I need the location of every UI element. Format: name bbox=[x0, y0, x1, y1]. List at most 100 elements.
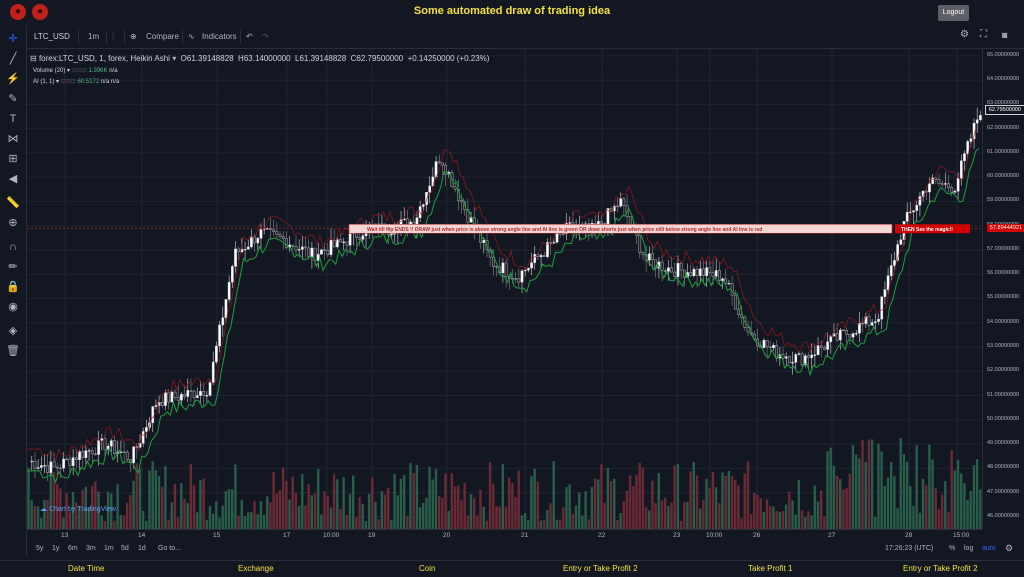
candle-body bbox=[880, 296, 884, 320]
indicators-button[interactable]: Indicators bbox=[202, 32, 237, 41]
lock-icon[interactable]: 🔒 bbox=[6, 281, 20, 293]
price-chart[interactable]: Wait till flip ENDS !! DRAW just when pr… bbox=[27, 49, 982, 529]
time-axis[interactable]: 13 14 15 17 10:00 19 20 21 22 23 10:00 26 27 28 15:00 bbox=[27, 529, 982, 542]
chart-settings-gear-icon[interactable]: ⚙ bbox=[1005, 543, 1014, 553]
brush-icon[interactable]: ✎ bbox=[8, 93, 18, 105]
clock[interactable]: 17:26:23 (UTC) bbox=[885, 545, 934, 552]
text-tool-icon[interactable]: T bbox=[9, 113, 17, 125]
trash-icon[interactable]: 🗑 bbox=[6, 345, 20, 357]
volume-bar bbox=[240, 499, 243, 529]
logout-button[interactable]: Logout bbox=[938, 5, 969, 21]
chart-pane[interactable]: Wait till flip ENDS !! DRAW just when pr… bbox=[27, 49, 982, 529]
study-controls-icon[interactable]: ⊡⊡⊡ bbox=[60, 79, 76, 85]
volume-bar bbox=[737, 485, 740, 529]
symbol-search[interactable]: LTC_USD bbox=[34, 32, 70, 41]
time-tick-label: 22 bbox=[598, 532, 606, 539]
layers-icon[interactable]: ◈ bbox=[8, 325, 18, 337]
zoom-in-icon[interactable]: ⊕ bbox=[8, 217, 18, 229]
volume-bar bbox=[724, 475, 727, 529]
volume-bar bbox=[654, 503, 657, 529]
candle-body bbox=[113, 440, 116, 454]
volume-study-label[interactable]: Volume (20) bbox=[33, 68, 66, 74]
candle-body bbox=[444, 164, 447, 175]
candle-body bbox=[492, 256, 495, 267]
price-tick-label: 65.00000000 bbox=[987, 51, 1020, 58]
candle-body bbox=[950, 187, 954, 193]
volume-bar bbox=[632, 486, 635, 529]
volume-bar bbox=[40, 517, 43, 529]
candle-body bbox=[714, 270, 718, 277]
candle-body bbox=[164, 392, 167, 406]
range-1m[interactable]: 1m bbox=[104, 545, 114, 552]
candle-body bbox=[689, 272, 693, 276]
tradingview-watermark[interactable]: ☁ Chart by TradingView bbox=[40, 505, 116, 513]
range-5y[interactable]: 5y bbox=[36, 545, 44, 552]
candle-body bbox=[358, 237, 361, 240]
range-5d[interactable]: 5d bbox=[121, 545, 129, 552]
eye-icon[interactable]: ◉ bbox=[8, 301, 18, 313]
goto-button[interactable]: Go to... bbox=[158, 545, 181, 552]
candle-body bbox=[269, 228, 272, 230]
compare-button[interactable]: Compare bbox=[146, 32, 179, 41]
range-6m[interactable]: 6m bbox=[68, 545, 78, 552]
study-controls-icon[interactable]: ⊡⊡⊡ bbox=[71, 68, 87, 74]
range-1y[interactable]: 1y bbox=[52, 545, 60, 552]
candle-body bbox=[348, 233, 352, 246]
footer-col-date-time: Date Time bbox=[68, 564, 105, 573]
candle-body bbox=[804, 355, 807, 366]
volume-bar bbox=[514, 497, 517, 529]
back-arrow-icon[interactable]: ◀ bbox=[8, 173, 18, 185]
candle-body bbox=[342, 241, 346, 243]
volume-bar bbox=[145, 520, 148, 529]
trendline-icon[interactable]: ╱ bbox=[9, 53, 17, 65]
candle-body bbox=[243, 248, 247, 251]
volume-bar bbox=[97, 491, 100, 529]
crosshair-icon[interactable]: ✛ bbox=[8, 33, 18, 45]
volume-bar bbox=[383, 494, 387, 529]
legend-dropdown-icon[interactable]: ▾ bbox=[172, 54, 177, 63]
candle-body bbox=[542, 255, 546, 257]
volume-bar bbox=[116, 483, 119, 529]
volume-bar bbox=[880, 451, 883, 529]
range-1d[interactable]: 1d bbox=[138, 545, 146, 552]
prediction-icon[interactable]: ⊞ bbox=[8, 153, 18, 165]
magnet-icon[interactable]: ∩ bbox=[9, 241, 17, 253]
chart-type-icon[interactable]: ⫶ bbox=[112, 32, 114, 41]
candle-body bbox=[234, 248, 237, 267]
range-3m[interactable]: 3m bbox=[86, 545, 96, 552]
undo-icon[interactable]: ↶ bbox=[246, 32, 253, 41]
snapshot-camera-icon[interactable]: ◙ bbox=[1002, 30, 1008, 40]
interval-button[interactable]: 1m bbox=[88, 32, 100, 41]
price-tick-label: 62.00000000 bbox=[987, 124, 1020, 131]
candle-body bbox=[616, 205, 619, 207]
auto-toggle[interactable]: auto bbox=[982, 545, 996, 552]
volume-bar bbox=[676, 464, 680, 529]
top-bar: ● ● Some automated draw of trading idea … bbox=[0, 0, 1024, 26]
volume-bar bbox=[762, 512, 766, 529]
toolbar-divider bbox=[78, 30, 79, 44]
volume-bar bbox=[619, 513, 622, 529]
ruler-icon[interactable]: 📏 bbox=[6, 197, 20, 209]
legend-menu-icon[interactable]: ⊟ bbox=[30, 54, 37, 63]
log-toggle[interactable]: log bbox=[964, 545, 974, 552]
volume-bar bbox=[269, 502, 272, 529]
volume-bar bbox=[775, 511, 778, 529]
pattern-icon[interactable]: ⋈ bbox=[7, 133, 19, 145]
percent-toggle[interactable]: % bbox=[949, 545, 956, 552]
volume-bar bbox=[578, 492, 581, 529]
volume-bar bbox=[469, 494, 473, 529]
volume-bar bbox=[208, 506, 212, 529]
price-tick-label: 60.00000000 bbox=[987, 173, 1020, 180]
fib-icon[interactable]: ⚡ bbox=[6, 73, 20, 85]
candle-body bbox=[523, 269, 527, 272]
volume-bar bbox=[867, 439, 871, 529]
chart-toolbar: LTC_USD 1m ⫶ ⊕ Compare ∿ Indicators ↶ ↷ … bbox=[26, 26, 1024, 49]
settings-gear-icon[interactable]: ⚙ bbox=[960, 29, 969, 40]
price-tick-label: 56.00000000 bbox=[987, 270, 1020, 277]
fullscreen-icon[interactable]: ⛶ bbox=[980, 29, 987, 40]
lock-drawing-icon[interactable]: ✏ bbox=[8, 261, 18, 273]
ai-study-label[interactable]: AI (1, 1) bbox=[33, 79, 55, 85]
price-axis[interactable]: 65.00000000 64.00000000 63.00000000 62.0000… bbox=[982, 49, 1024, 529]
candle-body bbox=[428, 185, 432, 193]
redo-icon[interactable]: ↷ bbox=[262, 32, 269, 41]
